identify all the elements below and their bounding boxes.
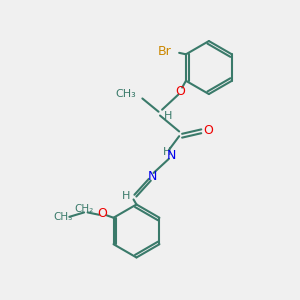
Text: N: N — [148, 170, 158, 183]
Text: O: O — [98, 207, 108, 220]
Text: Br: Br — [158, 45, 171, 58]
Text: O: O — [203, 124, 213, 137]
Text: CH₃: CH₃ — [53, 212, 73, 222]
Text: O: O — [176, 85, 186, 98]
Text: H: H — [164, 111, 172, 121]
Text: CH₃: CH₃ — [116, 89, 136, 99]
Text: CH₂: CH₂ — [74, 204, 94, 214]
Text: H: H — [163, 147, 171, 157]
Text: H: H — [122, 190, 130, 201]
Text: N: N — [167, 149, 176, 162]
